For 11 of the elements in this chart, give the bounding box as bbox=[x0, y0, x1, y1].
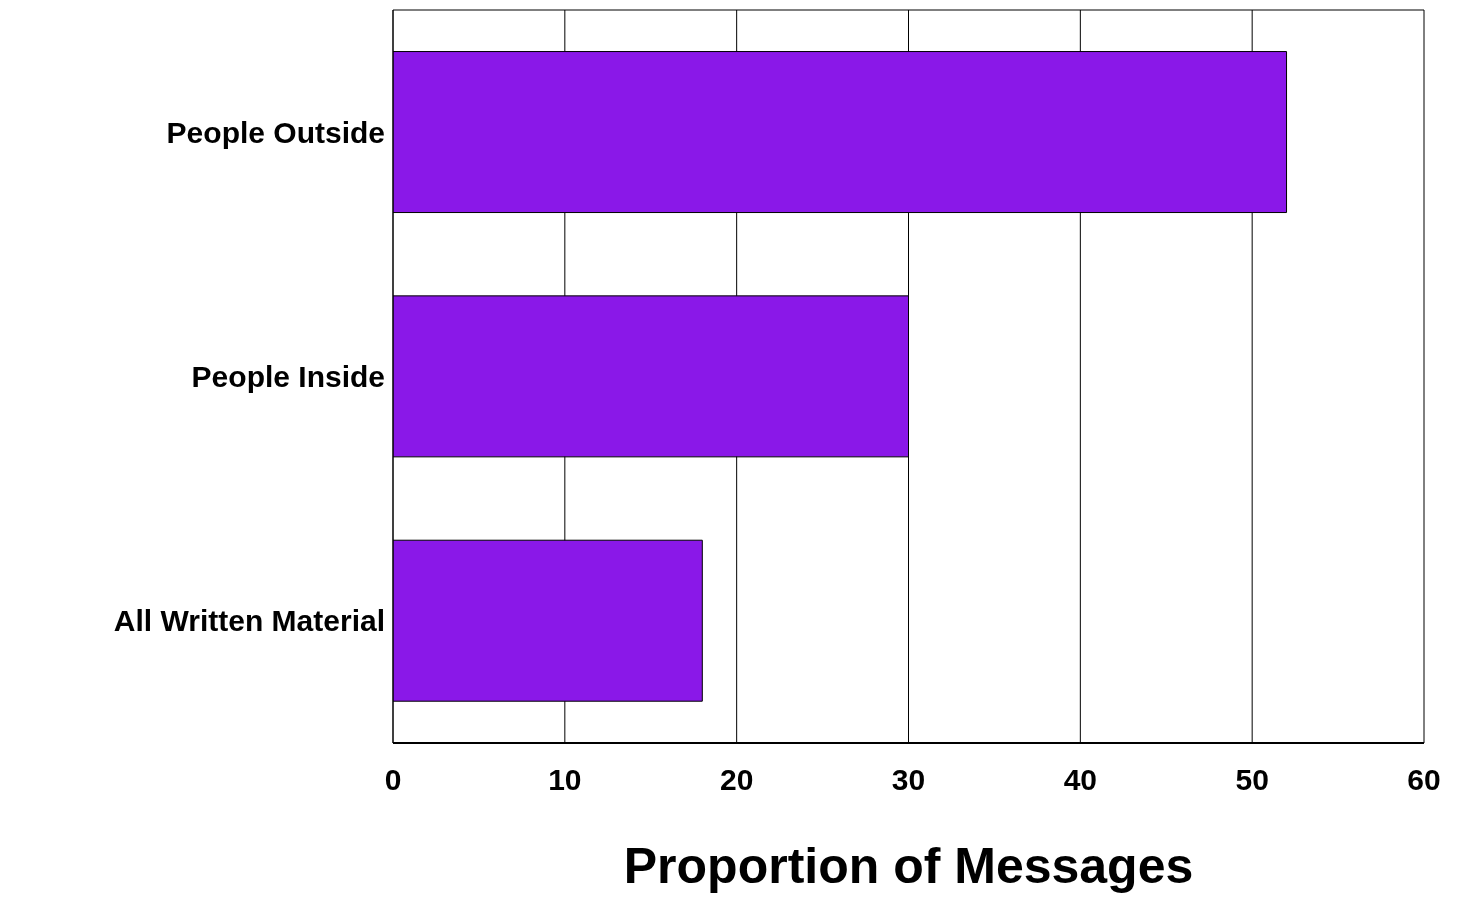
x-tick-label: 0 bbox=[384, 763, 402, 797]
x-tick-label: 40 bbox=[1063, 763, 1098, 797]
x-tick-label: 50 bbox=[1235, 763, 1269, 797]
y-tick-label: People Inside bbox=[191, 360, 385, 394]
y-tick-label: People Outside bbox=[166, 115, 385, 149]
y-tick-label: All Written Material bbox=[113, 604, 385, 638]
x-tick-label: 30 bbox=[891, 763, 926, 797]
x-tick-label: 60 bbox=[1407, 763, 1441, 797]
x-tick-label: 10 bbox=[548, 763, 582, 797]
x-axis-title: Proportion of Messages bbox=[623, 838, 1194, 894]
x-tick-label: 20 bbox=[719, 763, 754, 797]
